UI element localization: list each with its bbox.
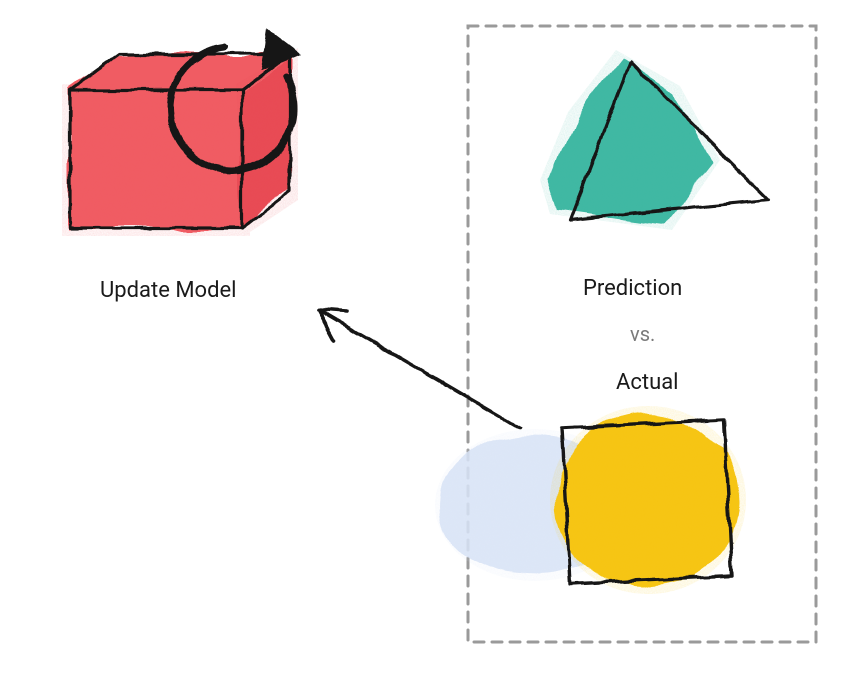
vs-label: vs. [630, 322, 655, 346]
diagram-svg [0, 0, 850, 683]
actual-label: Actual [616, 370, 679, 395]
flow-arrow [318, 310, 520, 428]
square-fill-grain [550, 406, 746, 594]
update-model-label: Update Model [100, 278, 237, 303]
triangle-fill-grain [540, 50, 720, 230]
diagram-stage: Update Model Prediction vs. Actual [0, 0, 850, 683]
prediction-label: Prediction [583, 276, 682, 301]
